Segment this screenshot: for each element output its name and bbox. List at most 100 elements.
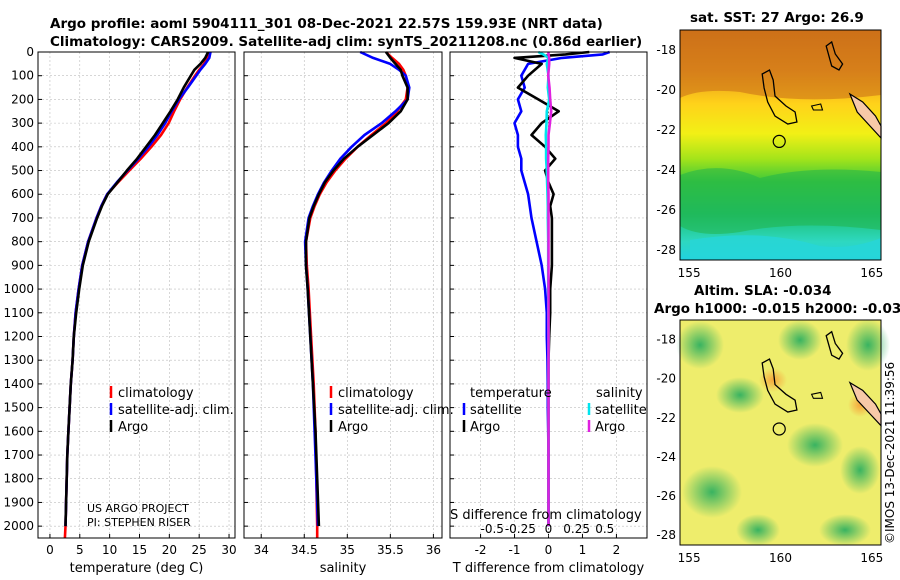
series-line-s-argo xyxy=(546,52,553,527)
x-tick-label: -1 xyxy=(509,543,521,557)
depth-tick-label: 800 xyxy=(11,235,34,249)
map-lat-tick-label: -22 xyxy=(656,123,676,137)
x-axis-label: salinity xyxy=(320,561,367,576)
depth-tick-label: 300 xyxy=(11,116,34,130)
s-difference-axis-label: S difference from climatology xyxy=(450,508,642,523)
sla-low-blob xyxy=(676,321,724,369)
map-lat-tick-label: -20 xyxy=(656,83,676,97)
depth-tick-label: 2000 xyxy=(3,519,34,533)
legend-label-satellite: satellite-adj. clim. xyxy=(338,403,454,418)
coastline-reef xyxy=(825,330,844,360)
x-tick-label: 15 xyxy=(132,543,147,557)
legend-title-temperature: temperature xyxy=(470,386,552,401)
legend-label-climatology: climatology xyxy=(338,386,414,401)
figure-title-line2: Climatology: CARS2009. Satellite-adj cli… xyxy=(50,34,642,50)
legend-label-t-satellite: satellite xyxy=(470,403,522,418)
x-axis-label: T difference from climatology xyxy=(452,561,645,576)
temperature-legend: climatology satellite-adj. clim. Argo xyxy=(109,386,234,435)
sla-map xyxy=(676,319,890,546)
panel-frame xyxy=(243,51,443,539)
series-line-argo xyxy=(64,51,210,527)
sst-green-band xyxy=(680,168,881,234)
series-line-climatology xyxy=(304,51,409,538)
map-lat-tick-label: -28 xyxy=(656,243,676,257)
x-tick-label: 0 xyxy=(46,543,54,557)
x-tick-label: 36 xyxy=(426,543,441,557)
argo-position-marker xyxy=(772,422,786,436)
map-lon-tick-label: 155 xyxy=(678,551,701,565)
pi-label: PI: STEPHEN RISER xyxy=(87,516,191,529)
sla-low-blob xyxy=(682,466,742,518)
map-lon-tick-label: 165 xyxy=(860,551,883,565)
sla-low-blob xyxy=(840,446,880,494)
map-lat-tick-label: -18 xyxy=(656,43,676,57)
x-tick-label: -2 xyxy=(475,543,487,557)
legend-label-s-argo: Argo xyxy=(595,420,625,435)
map-lat-tick-label: -24 xyxy=(656,163,676,177)
sla-low-blob xyxy=(787,423,843,467)
sla-low-blob xyxy=(846,319,890,371)
coastline-island xyxy=(761,358,798,413)
s-tick-label: -0.25 xyxy=(505,522,536,536)
sst-map-title: sat. SST: 27 Argo: 26.9 xyxy=(690,10,864,26)
s-tick-label: 0.25 xyxy=(563,522,590,536)
sst-cyan-region xyxy=(690,235,881,260)
depth-tick-label: 0 xyxy=(26,45,34,59)
legend-label-t-argo: Argo xyxy=(470,420,500,435)
map-lat-tick-label: -28 xyxy=(656,528,676,542)
sst-map-frame xyxy=(679,29,882,261)
sla-low-blob xyxy=(716,377,764,413)
sla-low-blob xyxy=(819,514,871,546)
x-tick-label: 10 xyxy=(102,543,117,557)
x-tick-label: 25 xyxy=(192,543,207,557)
map-lat-tick-label: -26 xyxy=(656,203,676,217)
panel-frame xyxy=(449,51,648,539)
sst-map xyxy=(679,29,882,261)
coastline-islet xyxy=(810,391,824,399)
coastline-island xyxy=(761,69,798,125)
depth-tick-label: 1800 xyxy=(3,472,34,486)
coastline-islet xyxy=(810,103,824,111)
depth-tick-label: 700 xyxy=(11,211,34,225)
series-line-climatology xyxy=(63,51,210,539)
x-tick-label: 0 xyxy=(545,543,553,557)
depth-tick-label: 1500 xyxy=(3,401,34,415)
x-axis-label: temperature (deg C) xyxy=(70,561,204,576)
sla-map-frame xyxy=(679,319,882,546)
depth-tick-label: 900 xyxy=(11,258,34,272)
series-line-argo xyxy=(304,51,409,527)
s-tick-label: -0.5 xyxy=(481,522,504,536)
depth-tick-label: 100 xyxy=(11,69,34,83)
difference-legend: temperature salinity satellite Argo sate… xyxy=(462,386,647,435)
salinity-legend: climatology satellite-adj. clim. Argo xyxy=(329,386,454,435)
timestamp-label: ©IMOS 13-Dec-2021 11:39:56 xyxy=(883,362,897,544)
map-lat-tick-label: -18 xyxy=(656,333,676,347)
coastline-new-caledonia xyxy=(848,381,882,428)
map-lat-tick-label: -22 xyxy=(656,411,676,425)
legend-title-salinity: salinity xyxy=(596,386,643,401)
depth-tick-label: 1000 xyxy=(3,282,34,296)
temperature-panel: 0100200300400500600700800900100011001200… xyxy=(3,45,236,576)
coastline-reef xyxy=(825,40,844,71)
sla-low-blob xyxy=(736,514,780,546)
argo-position-marker xyxy=(772,134,786,148)
sst-warm-region xyxy=(680,30,881,100)
s-tick-label: 0 xyxy=(545,522,553,536)
depth-tick-label: 1100 xyxy=(3,306,34,320)
map-lon-tick-label: 160 xyxy=(769,266,792,280)
map-lat-tick-label: -24 xyxy=(656,450,676,464)
depth-tick-label: 1200 xyxy=(3,329,34,343)
sla-low-blob xyxy=(778,320,822,360)
x-tick-label: 34.5 xyxy=(291,543,318,557)
x-tick-label: 2 xyxy=(613,543,621,557)
x-tick-label: 35 xyxy=(340,543,355,557)
depth-tick-label: 400 xyxy=(11,140,34,154)
map-lon-tick-label: 165 xyxy=(860,266,883,280)
panel-frame xyxy=(37,51,236,539)
legend-label-argo: Argo xyxy=(118,420,148,435)
map-lon-tick-label: 160 xyxy=(769,551,792,565)
map-lat-tick-label: -20 xyxy=(656,372,676,386)
salinity-panel: 34 34.5 35 35.5 36 salinity xyxy=(243,50,443,576)
